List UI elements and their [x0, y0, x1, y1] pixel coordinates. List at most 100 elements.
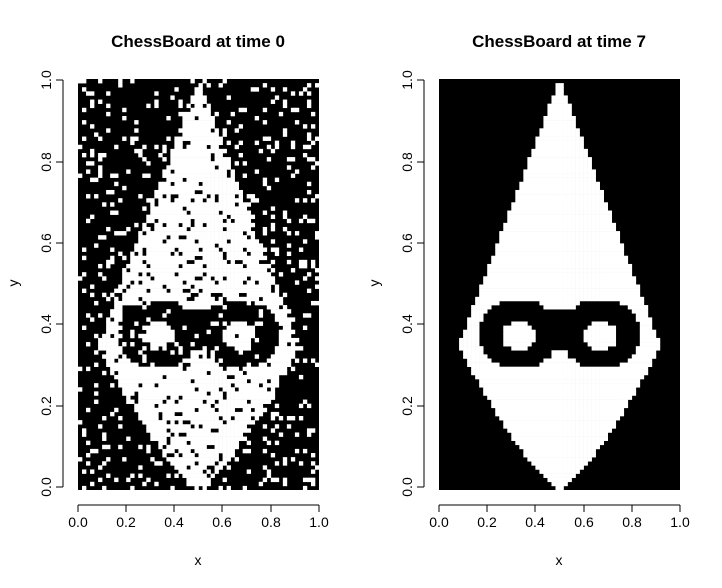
heatmap-cell [607, 395, 613, 400]
heatmap-cell [158, 263, 163, 269]
heatmap-cell [202, 235, 207, 240]
heatmap-cell [142, 222, 147, 228]
heatmap-cell [471, 329, 476, 335]
heatmap-cell [503, 342, 508, 347]
heatmap-cell [555, 428, 560, 433]
heatmap-cell [82, 469, 87, 474]
heatmap-cell [166, 189, 171, 195]
heatmap-cell [94, 391, 99, 396]
heatmap-cell [238, 152, 243, 158]
heatmap-cell [563, 440, 568, 446]
heatmap-cell [551, 481, 556, 487]
heatmap-cell [250, 292, 256, 298]
heatmap-cell [238, 370, 243, 376]
heatmap-cell [535, 465, 540, 470]
heatmap-cell [138, 403, 143, 409]
heatmap-cell [242, 436, 247, 441]
heatmap-cell [575, 403, 580, 409]
heatmap-cell [294, 198, 300, 203]
heatmap-cell [234, 263, 239, 269]
heatmap-cell [511, 214, 516, 220]
heatmap-cell [238, 124, 243, 129]
heatmap-cell [226, 395, 231, 400]
heatmap-cell [491, 362, 496, 367]
heatmap-cell [234, 247, 239, 252]
heatmap-cell [314, 300, 320, 306]
heatmap-cell [202, 416, 207, 421]
heatmap-cell [266, 185, 272, 191]
heatmap-cell [102, 485, 107, 491]
heatmap-cell [170, 235, 175, 240]
heatmap-cell [499, 379, 504, 384]
heatmap-cell [559, 411, 564, 417]
heatmap-cell [631, 280, 637, 285]
heatmap-cell [262, 391, 268, 396]
heatmap-cell [254, 379, 260, 384]
heatmap-cell [643, 362, 649, 367]
heatmap-cell [198, 457, 203, 462]
heatmap-cell [218, 272, 223, 277]
heatmap-cell [559, 243, 564, 248]
heatmap-cell [511, 239, 516, 244]
heatmap-cell [543, 457, 548, 462]
heatmap-cell [571, 370, 576, 376]
heatmap-cell [186, 481, 191, 487]
heatmap-cell [166, 222, 171, 228]
heatmap-cell [198, 469, 203, 474]
heatmap-cell [150, 403, 155, 409]
heatmap-cell [190, 185, 195, 191]
heatmap-cell [170, 436, 175, 441]
heatmap-cell [94, 333, 99, 339]
heatmap-cell [503, 272, 508, 277]
heatmap-cell [559, 120, 564, 125]
heatmap-cell [190, 140, 195, 146]
heatmap-cell [579, 420, 584, 425]
heatmap-cell [146, 325, 151, 331]
heatmap-cell [579, 383, 584, 388]
heatmap-cell [623, 300, 629, 306]
heatmap-cell [571, 132, 576, 137]
heatmap-cell [555, 136, 560, 141]
heatmap-cell [178, 444, 183, 450]
heatmap-cell [567, 370, 572, 376]
heatmap-cell [178, 292, 183, 298]
heatmap-cell [146, 231, 151, 236]
heatmap-cell [607, 292, 613, 298]
heatmap-cell [182, 157, 187, 162]
heatmap-cell [515, 374, 520, 380]
heatmap-cell [114, 296, 119, 302]
heatmap-cell [206, 239, 211, 244]
heatmap-cell [499, 403, 504, 409]
heatmap-cell [619, 300, 625, 306]
heatmap-cell [118, 346, 123, 351]
heatmap-cell [543, 407, 548, 413]
heatmap-cell [595, 436, 600, 441]
heatmap-cell [234, 268, 239, 273]
heatmap-cell [523, 424, 528, 429]
heatmap-cell [639, 350, 645, 355]
heatmap-cell [495, 288, 500, 294]
heatmap-cell [274, 374, 280, 380]
heatmap-cell [194, 222, 199, 228]
heatmap-cell [254, 268, 260, 273]
panel-1-x-label: x [195, 552, 202, 568]
heatmap-cell [118, 325, 123, 331]
heatmap-cell [523, 325, 528, 331]
heatmap-cell [214, 185, 219, 191]
heatmap-cell [495, 383, 500, 388]
heatmap-cell [150, 321, 155, 326]
heatmap-cell [531, 428, 536, 433]
heatmap-cell [210, 202, 215, 207]
heatmap-cell [547, 263, 552, 269]
heatmap-cell [555, 243, 560, 248]
heatmap-cell [138, 231, 143, 236]
heatmap-cell [631, 284, 637, 289]
heatmap-cell [282, 128, 288, 133]
heatmap-cell [519, 214, 524, 220]
heatmap-cell [507, 222, 512, 228]
heatmap-cell [567, 477, 572, 483]
heatmap-cell [234, 411, 239, 417]
heatmap-cell [126, 280, 131, 285]
heatmap-cell [226, 342, 231, 347]
heatmap-cell [531, 444, 536, 450]
